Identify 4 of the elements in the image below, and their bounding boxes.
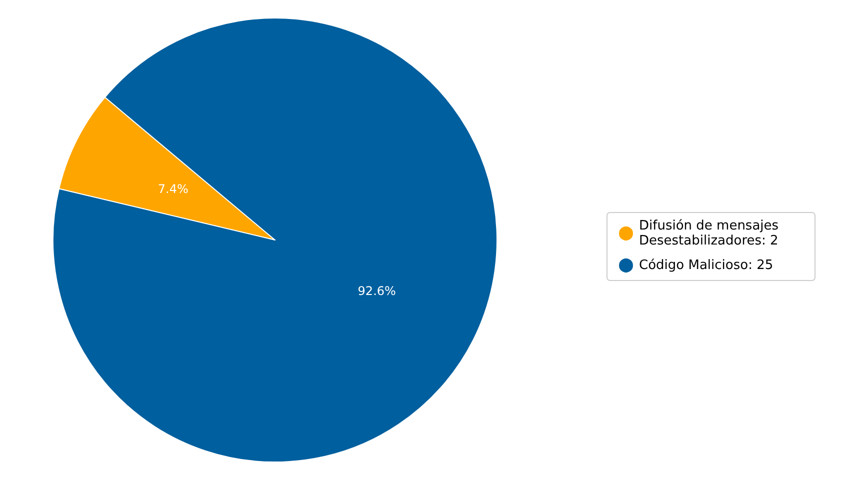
- data-label: 92.6%: [358, 284, 396, 298]
- legend-label: Código Malicioso: 25: [639, 258, 774, 273]
- data-label: 7.4%: [158, 182, 188, 196]
- legend-label: Difusión de mensajes Desestabilizadores: 2: [639, 218, 783, 248]
